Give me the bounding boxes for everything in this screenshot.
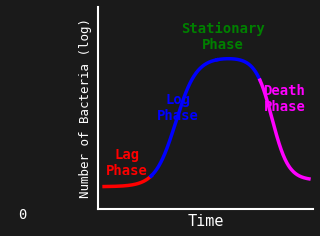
Text: Log
Phase: Log Phase xyxy=(157,93,199,123)
X-axis label: Time: Time xyxy=(187,214,224,229)
Text: Lag
Phase: Lag Phase xyxy=(106,148,148,178)
Y-axis label: Number of Bacteria (log): Number of Bacteria (log) xyxy=(79,18,92,198)
Text: 0: 0 xyxy=(19,208,27,222)
Text: Death
Phase: Death Phase xyxy=(263,84,305,114)
Text: Stationary
Phase: Stationary Phase xyxy=(181,22,265,52)
